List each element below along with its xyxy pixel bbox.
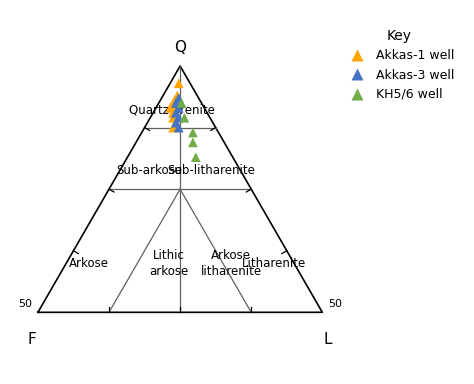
Text: Litharenite: Litharenite (242, 257, 306, 270)
Point (173, 93, 181, 99)
Point (189, 139, 197, 146)
Text: Sub-arkose: Sub-arkose (117, 164, 182, 177)
Point (169, 110, 177, 116)
Text: Lithic
arkose: Lithic arkose (149, 248, 188, 278)
Point (175, 115, 182, 121)
Point (172, 119, 180, 126)
Text: L: L (324, 332, 332, 347)
Point (178, 100, 185, 106)
Point (169, 115, 177, 121)
Point (175, 124, 182, 131)
Point (168, 103, 175, 109)
Text: Q: Q (174, 40, 186, 55)
Text: Arkose: Arkose (69, 257, 109, 270)
Text: 50: 50 (328, 300, 342, 310)
Text: Quartz arenite: Quartz arenite (128, 104, 215, 117)
Point (166, 105, 174, 111)
Point (171, 98, 178, 104)
Point (175, 95, 182, 101)
Point (172, 100, 180, 106)
Point (189, 129, 197, 136)
Point (175, 105, 182, 111)
Point (181, 115, 188, 121)
Point (169, 124, 177, 131)
Text: Arkose
litharenite: Arkose litharenite (201, 248, 262, 278)
Text: F: F (28, 332, 36, 347)
Point (175, 80, 182, 86)
Point (192, 154, 200, 160)
Legend: Akkas-1 well, Akkas-3 well, KH5/6 well: Akkas-1 well, Akkas-3 well, KH5/6 well (341, 25, 458, 105)
Text: Sub-litharenite: Sub-litharenite (167, 164, 255, 177)
Text: 50: 50 (18, 300, 32, 310)
Point (172, 110, 180, 116)
Point (172, 119, 180, 126)
